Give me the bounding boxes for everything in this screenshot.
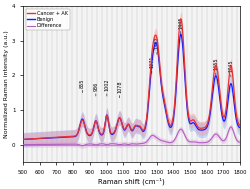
Y-axis label: Normalized Raman intensity (a.u.): Normalized Raman intensity (a.u.) (4, 30, 9, 138)
Text: 1078: 1078 (116, 80, 121, 98)
Text: 936: 936 (93, 82, 98, 96)
Bar (198, 6, 200, 162)
Text: 1002: 1002 (104, 78, 109, 96)
Bar (108, 6, 110, 162)
Bar (63, 6, 66, 162)
Bar (148, 6, 150, 162)
Bar (168, 6, 170, 162)
Bar (232, 6, 235, 162)
Bar (163, 6, 165, 162)
Bar (103, 6, 105, 162)
Bar (218, 6, 220, 162)
Bar (53, 6, 56, 162)
Bar (128, 6, 130, 162)
Bar (178, 6, 180, 162)
Bar (143, 6, 145, 162)
Bar (158, 6, 160, 162)
Bar (228, 6, 230, 162)
Bar (113, 6, 115, 162)
Bar (33, 6, 35, 162)
Bar (212, 6, 215, 162)
Text: 1745: 1745 (228, 59, 232, 77)
Bar (28, 6, 30, 162)
Bar (222, 6, 225, 162)
Bar (182, 6, 185, 162)
Text: 1271: 1271 (149, 56, 154, 74)
Bar (88, 6, 90, 162)
Bar (93, 6, 95, 162)
Bar (83, 6, 85, 162)
Bar (38, 6, 40, 162)
Bar (123, 6, 125, 162)
Bar (238, 6, 240, 162)
Bar (78, 6, 80, 162)
Bar (48, 6, 50, 162)
Text: 1445: 1445 (178, 16, 182, 34)
Text: 855: 855 (80, 78, 84, 93)
Bar (133, 6, 135, 162)
Text: 1655: 1655 (212, 58, 218, 75)
Bar (23, 6, 26, 162)
Bar (98, 6, 100, 162)
X-axis label: Raman shift (cm⁻¹): Raman shift (cm⁻¹) (98, 177, 164, 185)
Bar (138, 6, 140, 162)
Bar (202, 6, 205, 162)
Bar (188, 6, 190, 162)
Text: 1302: 1302 (154, 37, 159, 55)
Bar (43, 6, 46, 162)
Bar (208, 6, 210, 162)
Bar (73, 6, 75, 162)
Bar (192, 6, 195, 162)
Bar (153, 6, 155, 162)
Bar (118, 6, 120, 162)
Bar (68, 6, 70, 162)
Bar (172, 6, 175, 162)
Bar (58, 6, 60, 162)
Legend: Cancer + AK, Benign, Difference: Cancer + AK, Benign, Difference (26, 9, 69, 30)
